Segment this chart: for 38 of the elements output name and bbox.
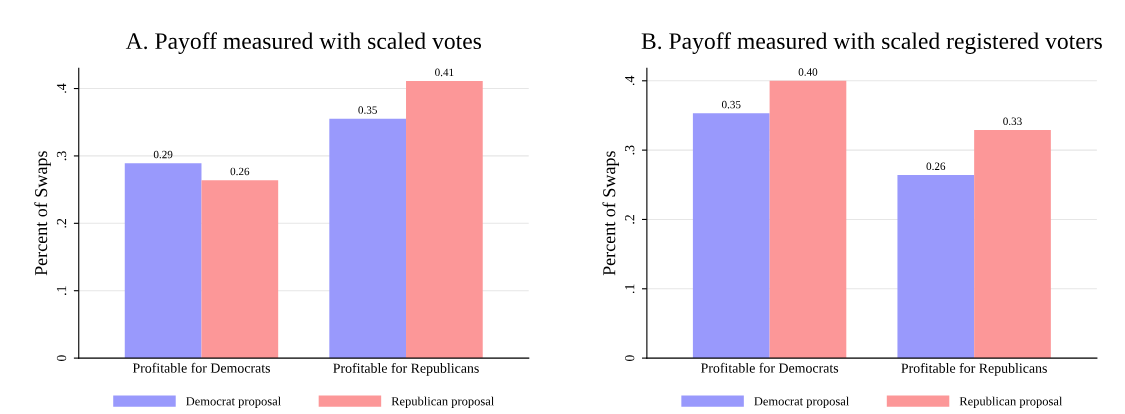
data-label: 0.33 bbox=[1003, 117, 1022, 126]
chart-title: A. Payoff measured with scaled votes bbox=[125, 32, 482, 54]
bar bbox=[897, 175, 975, 359]
data-label: 0.35 bbox=[358, 106, 377, 114]
bar bbox=[406, 81, 483, 359]
y-tick-label: .4 bbox=[56, 83, 67, 93]
y-tick-label: .1 bbox=[625, 284, 635, 294]
bar bbox=[769, 80, 847, 359]
bar bbox=[124, 163, 202, 359]
x-tick-label: Profitable for Democrats bbox=[700, 362, 839, 373]
y-tick-label: .2 bbox=[625, 215, 635, 224]
y-axis-title: Percent of Swaps bbox=[34, 151, 51, 276]
bar bbox=[201, 180, 279, 359]
legend-label: Democrat proposal bbox=[186, 396, 281, 408]
bar bbox=[692, 113, 770, 359]
y-tick-label: .3 bbox=[625, 145, 635, 155]
data-label: 0.26 bbox=[926, 162, 946, 171]
y-tick-label: .2 bbox=[56, 218, 67, 228]
data-label: 0.29 bbox=[153, 150, 173, 159]
data-label: 0.26 bbox=[230, 167, 250, 176]
bar bbox=[974, 130, 1051, 359]
data-label: 0.41 bbox=[435, 68, 454, 77]
bar bbox=[329, 118, 407, 359]
data-label: 0.35 bbox=[721, 100, 741, 109]
y-tick-label: 0 bbox=[56, 355, 67, 362]
y-tick-label: .4 bbox=[625, 75, 635, 86]
y-tick-label: 0 bbox=[624, 355, 635, 362]
legend-label: Democrat proposal bbox=[754, 396, 850, 408]
x-tick-label: Profitable for Democrats bbox=[132, 362, 271, 373]
x-tick-label: Profitable for Republicans bbox=[333, 362, 479, 376]
legend-label: Republican proposal bbox=[959, 396, 1063, 408]
y-tick-label: .3 bbox=[56, 151, 67, 161]
chart-title: B. Payoff measured with scaled registered voters bbox=[641, 32, 1102, 54]
y-axis-title: Percent of Swaps bbox=[602, 151, 619, 276]
data-label: 0.40 bbox=[798, 68, 818, 76]
y-tick-label: .1 bbox=[56, 286, 67, 296]
legend-label: Republican proposal bbox=[391, 396, 495, 408]
x-tick-label: Profitable for Republicans bbox=[901, 362, 1047, 376]
